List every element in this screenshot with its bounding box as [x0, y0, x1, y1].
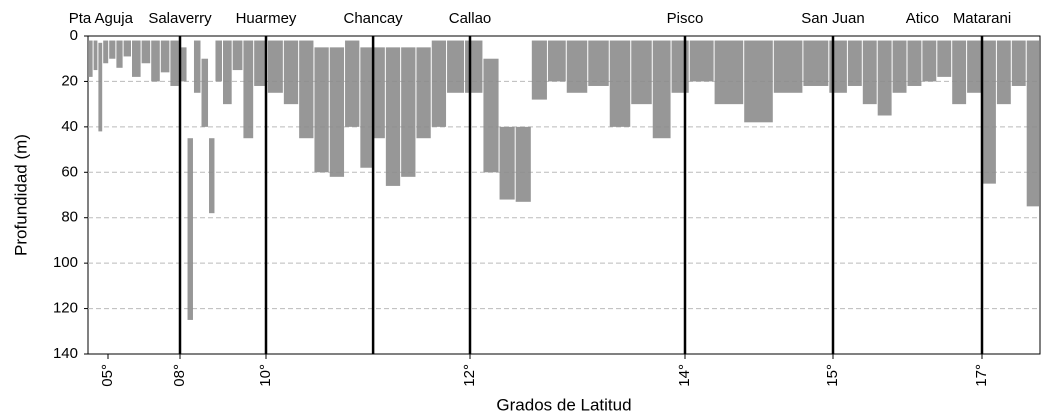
- port-label: Huarmey: [236, 10, 297, 27]
- depth-range: [848, 41, 862, 86]
- depth-range: [908, 41, 922, 86]
- depth-range: [631, 41, 652, 105]
- port-label: Chancay: [343, 10, 403, 27]
- depth-range: [98, 43, 102, 132]
- x-tick-label: 05°: [99, 364, 116, 387]
- port-label: Pisco: [667, 10, 704, 27]
- depth-range: [373, 47, 385, 138]
- depth-range: [465, 41, 482, 93]
- depth-range: [345, 41, 359, 127]
- x-tick-label: 08°: [171, 364, 188, 387]
- depth-range: [151, 41, 160, 82]
- port-label: Matarani: [953, 10, 1011, 27]
- depth-range: [209, 138, 214, 213]
- y-tick-label: 120: [53, 300, 78, 317]
- depth-range: [202, 59, 209, 127]
- depth-range: [88, 41, 93, 77]
- x-tick-label: 14°: [676, 364, 693, 387]
- x-tick-label: 17°: [973, 364, 990, 387]
- chart: Profundidad (m) Grados de Latitud 0 20 40 6…: [0, 0, 1053, 418]
- depth-range: [284, 41, 298, 105]
- depth-range: [863, 41, 877, 105]
- port-label: Callao: [449, 10, 492, 27]
- depth-range: [314, 47, 328, 172]
- depth-range: [170, 41, 178, 86]
- depth-range: [548, 41, 566, 82]
- depth-range: [223, 41, 232, 105]
- y-tick-label: 80: [61, 209, 78, 226]
- depth-range: [243, 41, 253, 139]
- depth-range: [516, 127, 531, 202]
- depth-range: [268, 41, 283, 93]
- depth-range: [588, 41, 609, 86]
- depth-range: [116, 41, 122, 68]
- depth-range: [416, 47, 430, 138]
- depth-range: [188, 138, 193, 320]
- depth-range: [360, 47, 372, 167]
- depth-range: [610, 41, 631, 127]
- y-tick-label: 100: [53, 254, 78, 271]
- x-axis-label: Grados de Latitud: [496, 395, 631, 414]
- page: {"chart_data": { "type": "range", "xlabe…: [0, 0, 1053, 418]
- depth-range: [194, 41, 201, 93]
- port-label: San Juan: [801, 10, 864, 27]
- depth-range: [532, 41, 547, 100]
- depth-range: [124, 41, 131, 57]
- y-tick-label: 60: [61, 163, 78, 180]
- depth-range: [432, 41, 446, 127]
- port-label: Atico: [906, 10, 939, 27]
- depth-range: [299, 41, 313, 139]
- depth-range: [447, 41, 464, 93]
- depth-range: [878, 41, 892, 116]
- depth-range: [690, 41, 714, 82]
- depth-range: [386, 47, 400, 186]
- y-tick-label: 0: [70, 27, 78, 44]
- depth-range: [967, 41, 981, 93]
- x-tick-label: 12°: [461, 364, 478, 387]
- x-tick-label: 15°: [824, 364, 841, 387]
- depth-range: [653, 41, 671, 139]
- depth-range: [500, 127, 515, 200]
- depth-range: [215, 41, 222, 82]
- depth-range: [982, 41, 996, 184]
- depth-range: [233, 41, 243, 71]
- depth-range: [103, 41, 108, 64]
- port-label: Pta Aguja: [69, 10, 134, 27]
- depth-range: [132, 41, 141, 77]
- depth-range: [803, 41, 828, 86]
- depth-range: [401, 47, 415, 176]
- depth-range: [109, 41, 115, 59]
- port-label: Salaverry: [148, 10, 212, 27]
- depth-range: [922, 41, 936, 82]
- depth-range: [744, 41, 773, 123]
- y-axis-label: Profundidad (m): [11, 134, 30, 256]
- depth-range: [997, 41, 1011, 105]
- y-tick-label: 40: [61, 118, 78, 135]
- depth-range: [142, 41, 151, 64]
- y-tick-label: 140: [53, 345, 78, 362]
- depth-range: [774, 41, 803, 93]
- depth-range: [937, 41, 951, 77]
- depth-range: [161, 41, 170, 73]
- depth-range: [1027, 41, 1039, 207]
- depth-range: [1012, 41, 1026, 86]
- depth-range: [94, 41, 98, 71]
- depth-range: [715, 41, 744, 105]
- x-tick-label: 10°: [257, 364, 274, 387]
- depth-range: [893, 41, 907, 93]
- depth-range: [567, 41, 588, 93]
- depth-range: [483, 59, 498, 173]
- depth-range: [330, 47, 344, 176]
- y-tick-label: 20: [61, 72, 78, 89]
- depth-range: [952, 41, 966, 105]
